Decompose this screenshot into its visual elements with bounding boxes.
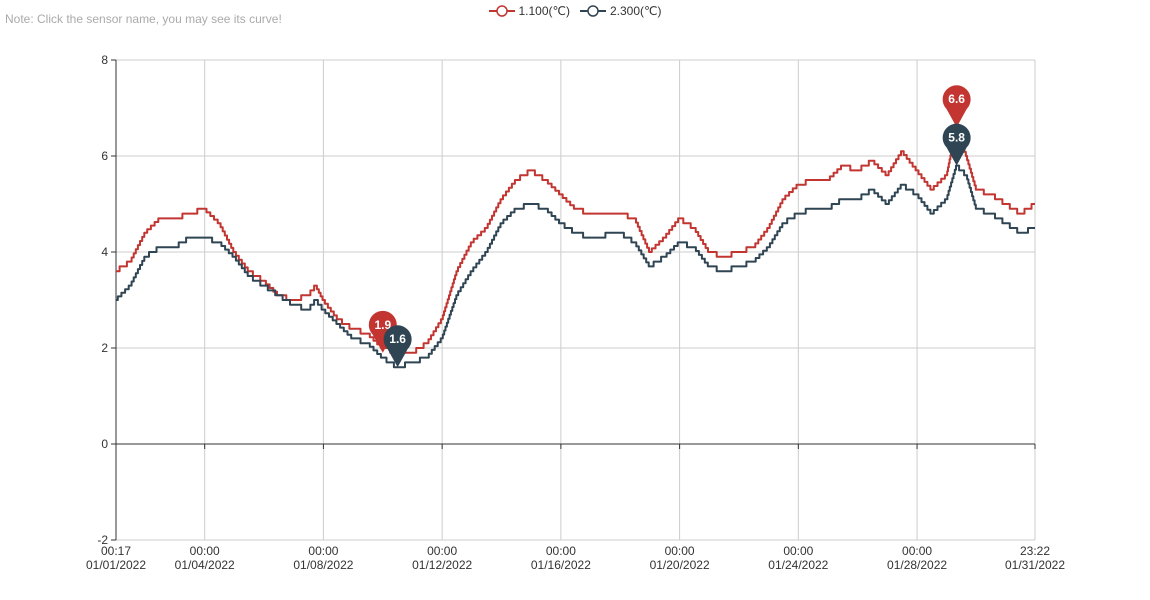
legend-label-series-2: 2.300(℃) [610, 4, 662, 18]
legend-item-series-1[interactable]: 1.100(℃) [488, 2, 571, 20]
x-tick-time: 23:22 [1020, 544, 1050, 558]
legend-label-series-1: 1.100(℃) [518, 4, 571, 18]
pin-label: 1.6 [389, 332, 406, 346]
x-tick-date: 01/16/2022 [531, 558, 591, 572]
x-tick-time: 00:00 [308, 544, 338, 558]
legend: 1.100(℃) 2.300(℃) [0, 2, 1150, 20]
x-tick-date: 01/20/2022 [650, 558, 710, 572]
chart-note: Note: Click the sensor name, you may see… [5, 12, 282, 26]
max-min-pin-marker[interactable]: 1.9 [368, 310, 397, 353]
x-tick-date: 01/12/2022 [412, 558, 472, 572]
x-tick-time: 00:00 [902, 544, 932, 558]
x-tick-time: 00:00 [665, 544, 695, 558]
legend-symbol-series-1 [488, 5, 515, 17]
legend-item-series-2[interactable]: 2.300(℃) [580, 2, 662, 20]
max-min-pin-marker[interactable]: 6.6 [942, 85, 971, 128]
y-tick-label: -2 [97, 533, 108, 547]
grid [115, 59, 1036, 541]
pin-shape [942, 85, 971, 128]
series-lines [116, 126, 1035, 369]
series-line-1[interactable] [116, 126, 1035, 354]
x-tick-date: 01/08/2022 [293, 558, 353, 572]
markers: 1.9 6.6 1.6 5.8 [368, 85, 971, 368]
x-tick-date: 01/01/2022 [86, 558, 146, 572]
axes: -20246800:1701/01/202200:0001/04/202200:… [86, 53, 1065, 572]
x-tick-time: 00:00 [546, 544, 576, 558]
y-tick-label: 2 [101, 341, 108, 355]
pin-shape [383, 325, 412, 368]
pin-shape [368, 310, 397, 353]
y-tick-label: 6 [101, 149, 108, 163]
pin-label: 6.6 [948, 92, 965, 106]
x-tick-time: 00:17 [101, 544, 131, 558]
pin-label: 5.8 [948, 131, 965, 145]
x-tick-date: 01/28/2022 [887, 558, 947, 572]
x-tick-date: 01/04/2022 [175, 558, 235, 572]
x-tick-date: 01/31/2022 [1005, 558, 1065, 572]
x-tick-time: 00:00 [783, 544, 813, 558]
y-tick-label: 4 [101, 245, 108, 259]
max-min-pin-marker[interactable]: 1.6 [383, 325, 412, 368]
y-tick-label: 8 [101, 53, 108, 67]
legend-symbol-series-2 [580, 5, 606, 17]
max-min-pin-marker[interactable]: 5.8 [942, 123, 971, 166]
pin-label: 1.9 [374, 318, 391, 332]
x-tick-date: 01/24/2022 [768, 558, 828, 572]
series-line-2[interactable] [116, 164, 1035, 369]
x-tick-time: 00:00 [427, 544, 457, 558]
y-tick-label: 0 [101, 437, 108, 451]
x-tick-time: 00:00 [190, 544, 220, 558]
pin-shape [942, 123, 971, 166]
